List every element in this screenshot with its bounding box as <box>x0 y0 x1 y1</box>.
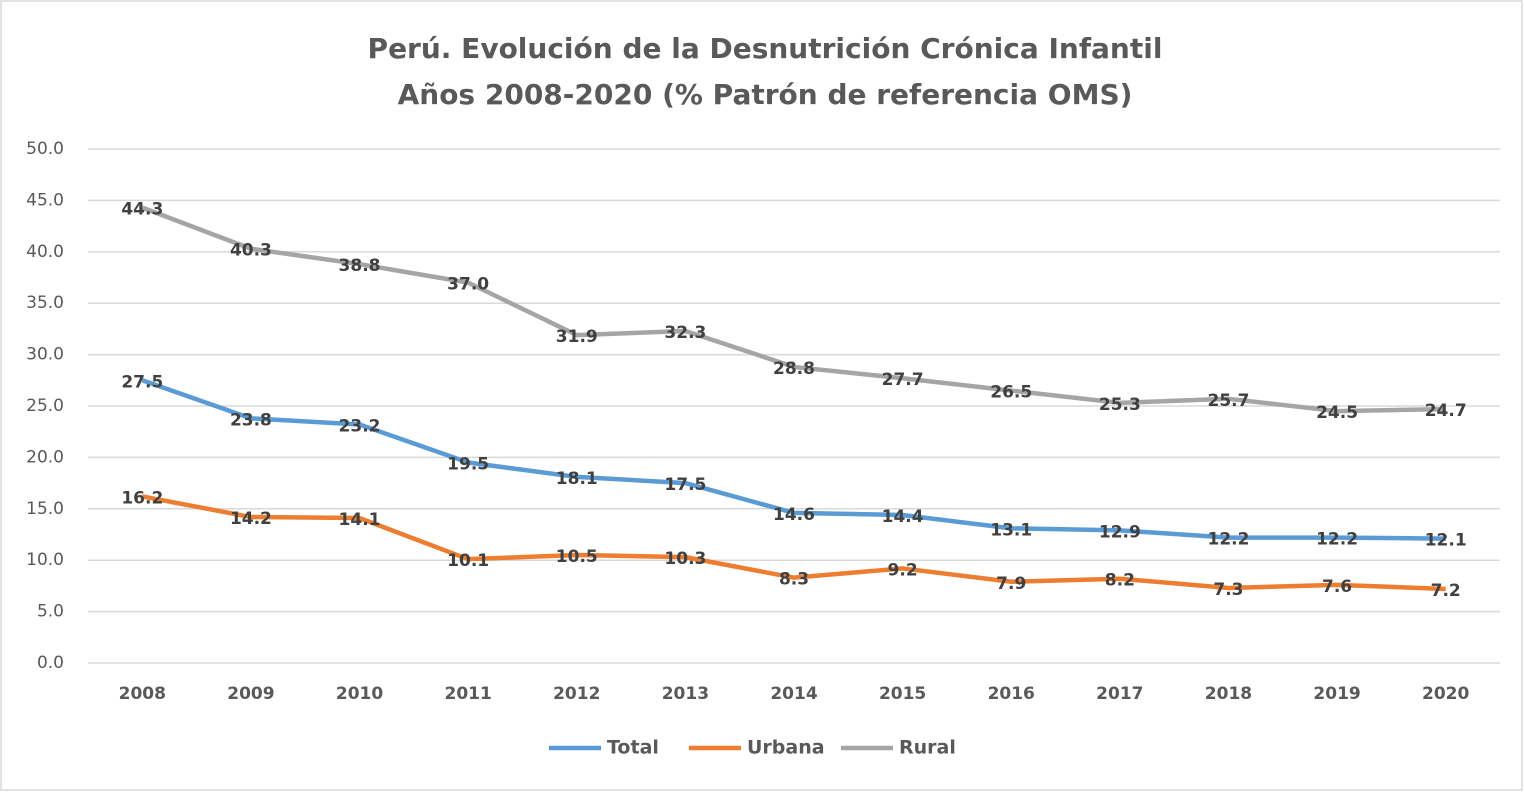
data-label: 7.9 <box>996 574 1026 594</box>
y-tick-label: 45.0 <box>26 190 64 210</box>
series-line <box>141 205 1446 414</box>
data-label: 7.6 <box>1322 577 1352 597</box>
data-label: 8.2 <box>1105 571 1135 591</box>
data-label: 13.1 <box>990 520 1032 540</box>
data-label: 9.2 <box>888 560 918 580</box>
data-label: 40.3 <box>230 241 272 261</box>
data-label: 12.2 <box>1316 530 1358 550</box>
data-label: 14.2 <box>230 509 272 529</box>
x-tick-label: 2019 <box>1313 684 1360 704</box>
data-label: 14.4 <box>882 507 924 527</box>
data-label: 10.5 <box>556 547 598 567</box>
legend-label: Rural <box>899 737 956 759</box>
data-label: 12.1 <box>1425 531 1467 551</box>
x-tick-label: 2010 <box>336 684 383 704</box>
y-tick-label: 40.0 <box>26 242 64 262</box>
x-tick-label: 2013 <box>662 684 709 704</box>
chart-title: Años 2008-2020 (% Patrón de referencia O… <box>398 78 1133 111</box>
y-tick-label: 35.0 <box>26 293 64 313</box>
chart-title: Perú. Evolución de la Desnutrición Cróni… <box>368 32 1163 65</box>
series-line <box>141 494 1446 592</box>
data-label: 17.5 <box>664 475 706 495</box>
data-label: 27.5 <box>121 372 163 392</box>
data-label: 24.7 <box>1425 401 1467 421</box>
data-label: 23.2 <box>339 417 381 437</box>
data-label: 38.8 <box>339 256 381 276</box>
x-tick-label: 2015 <box>879 684 926 704</box>
x-tick-label: 2014 <box>770 684 817 704</box>
x-tick-label: 2020 <box>1422 684 1469 704</box>
x-tick-label: 2012 <box>553 684 600 704</box>
data-label: 44.3 <box>121 200 163 220</box>
series-line <box>141 378 1446 541</box>
data-label: 28.8 <box>773 359 815 379</box>
data-label: 26.5 <box>990 383 1032 403</box>
data-label: 14.6 <box>773 505 815 525</box>
data-label: 25.7 <box>1207 391 1249 411</box>
y-tick-label: 5.0 <box>37 602 64 622</box>
y-tick-label: 20.0 <box>26 447 64 467</box>
data-label: 8.3 <box>779 570 809 590</box>
x-tick-label: 2011 <box>444 684 491 704</box>
x-tick-label: 2017 <box>1096 684 1143 704</box>
data-label: 32.3 <box>664 323 706 343</box>
data-label: 14.1 <box>339 510 381 530</box>
data-label: 19.5 <box>447 455 489 475</box>
data-label: 7.3 <box>1213 580 1243 600</box>
data-label: 24.5 <box>1316 403 1358 423</box>
legend-label: Total <box>607 737 659 759</box>
x-tick-label: 2009 <box>227 684 274 704</box>
data-label: 12.9 <box>1099 522 1141 542</box>
data-label: 25.3 <box>1099 395 1141 415</box>
data-label: 10.1 <box>447 551 489 571</box>
y-tick-label: 10.0 <box>26 550 64 570</box>
x-tick-label: 2018 <box>1205 684 1252 704</box>
data-label: 31.9 <box>556 327 598 347</box>
y-tick-label: 50.0 <box>26 139 64 159</box>
y-tick-label: 0.0 <box>37 653 64 673</box>
y-tick-label: 15.0 <box>26 499 64 519</box>
x-tick-label: 2016 <box>988 684 1035 704</box>
legend-label: Urbana <box>747 737 825 759</box>
data-label: 7.2 <box>1431 581 1461 601</box>
data-label: 23.8 <box>230 410 272 430</box>
data-label: 12.2 <box>1207 530 1249 550</box>
data-label: 16.2 <box>121 488 163 508</box>
x-tick-label: 2008 <box>119 684 166 704</box>
data-label: 18.1 <box>556 469 598 489</box>
y-tick-label: 25.0 <box>26 396 64 416</box>
data-label: 37.0 <box>447 275 489 295</box>
data-label: 27.7 <box>882 370 924 390</box>
data-label: 10.3 <box>664 549 706 569</box>
y-tick-label: 30.0 <box>26 345 64 365</box>
